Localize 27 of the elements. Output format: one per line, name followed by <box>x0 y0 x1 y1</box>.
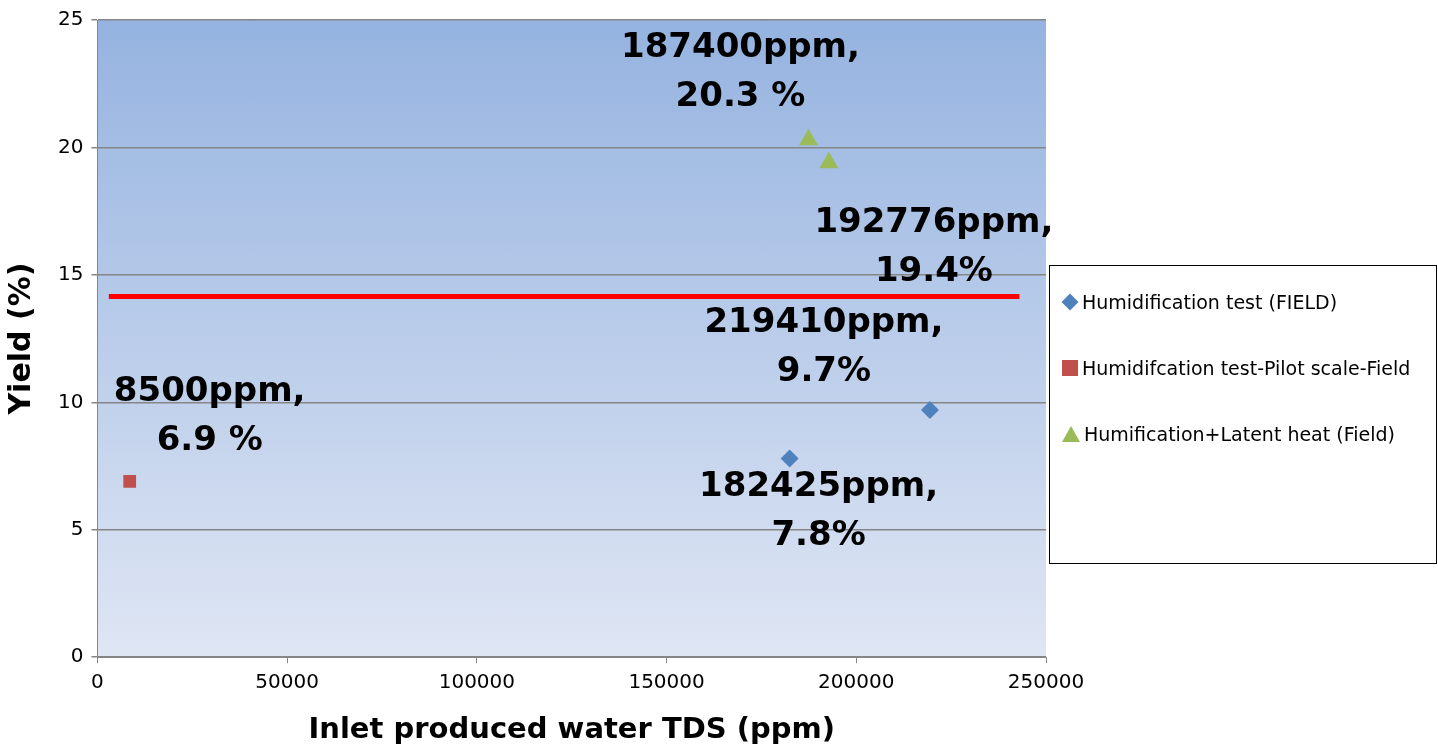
x-tick-label: 200000 <box>818 669 895 694</box>
x-tick-label: 50000 <box>255 669 319 694</box>
point <box>920 400 939 419</box>
y-tick-label: 15 <box>58 261 84 286</box>
x-tick-label: 250000 <box>1007 669 1085 694</box>
y-axis-title: Yield (%) <box>1 262 37 416</box>
annotation: 219410ppm, 9.7% <box>704 299 944 389</box>
point <box>123 474 137 488</box>
legend-label: Humification+Latent heat (Field) <box>1084 422 1395 447</box>
point <box>780 449 799 468</box>
legend-label: Humidification test (FIELD) <box>1082 290 1338 315</box>
annotation: 187400ppm, 20.3 % <box>621 24 860 114</box>
point <box>798 128 819 146</box>
annotation: 192776ppm, 19.4% <box>814 199 1054 289</box>
y-tick-label: 25 <box>58 6 84 31</box>
y-tick-label: 20 <box>58 133 84 158</box>
point <box>819 151 839 169</box>
x-tick-label: 100000 <box>438 669 516 694</box>
x-tick-label: 0 <box>91 669 104 694</box>
legend-label: Humidifcation test-Pilot scale-Field <box>1082 356 1411 381</box>
annotation: 8500ppm, 6.9 % <box>113 369 306 459</box>
annotation: 182425ppm, 7.8% <box>699 464 939 554</box>
y-tick-label: 5 <box>70 515 84 540</box>
x-tick-label: 150000 <box>628 669 705 694</box>
x-axis-title: Inlet produced water TDS (ppm) <box>308 711 835 746</box>
y-tick-label: 0 <box>70 643 84 668</box>
y-tick-label: 10 <box>58 388 84 413</box>
